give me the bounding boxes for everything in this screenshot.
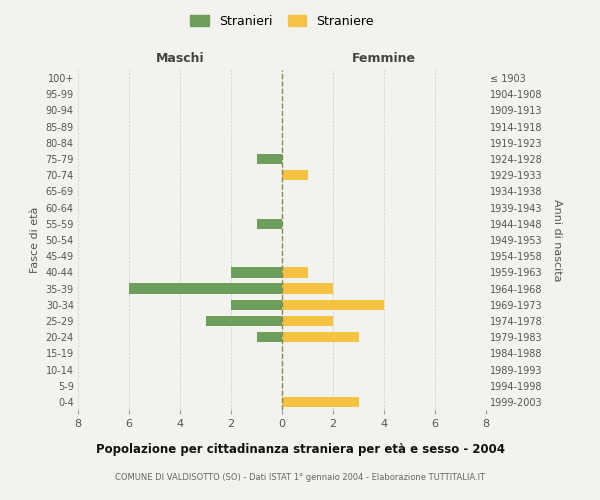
Bar — [257, 332, 282, 342]
Bar — [282, 300, 384, 310]
Bar — [282, 316, 333, 326]
Bar — [282, 284, 333, 294]
Text: Maschi: Maschi — [155, 52, 205, 65]
Bar — [231, 267, 282, 278]
Bar — [282, 170, 308, 180]
Bar — [231, 300, 282, 310]
Legend: Stranieri, Straniere: Stranieri, Straniere — [187, 11, 377, 32]
Bar — [206, 316, 282, 326]
Y-axis label: Fasce di età: Fasce di età — [30, 207, 40, 273]
Bar — [257, 218, 282, 229]
Text: COMUNE DI VALDISOTTO (SO) - Dati ISTAT 1° gennaio 2004 - Elaborazione TUTTITALIA: COMUNE DI VALDISOTTO (SO) - Dati ISTAT 1… — [115, 472, 485, 482]
Bar — [257, 154, 282, 164]
Bar — [129, 284, 282, 294]
Bar — [282, 332, 359, 342]
Text: Popolazione per cittadinanza straniera per età e sesso - 2004: Popolazione per cittadinanza straniera p… — [95, 442, 505, 456]
Text: Femmine: Femmine — [352, 52, 416, 65]
Bar — [282, 396, 359, 407]
Bar — [282, 267, 308, 278]
Y-axis label: Anni di nascita: Anni di nascita — [553, 198, 562, 281]
